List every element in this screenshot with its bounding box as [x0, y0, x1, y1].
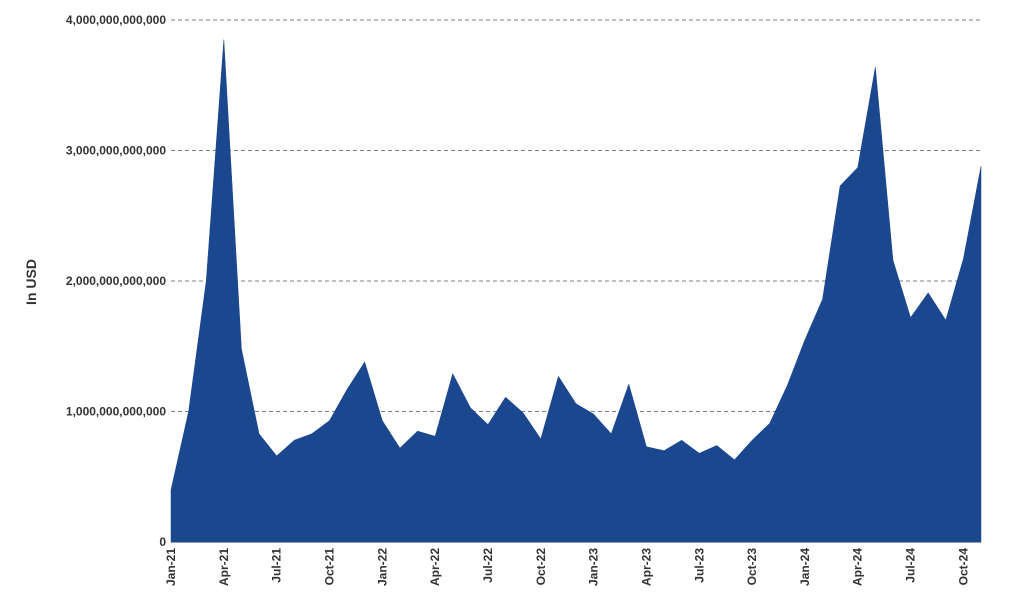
x-tick-label: Apr-23 [639, 548, 653, 586]
x-tick-label: Oct-22 [534, 548, 548, 586]
y-axis-label: In USD [23, 259, 39, 305]
y-tick-label: 2,000,000,000,000 [66, 274, 166, 288]
x-axis-ticks: Jan-21 Apr-21 Jul-21 Oct-21 Jan-22 Apr-22 Jul-… [164, 548, 970, 586]
y-tick-label: 0 [159, 535, 166, 549]
y-tick-label: 4,000,000,000,000 [66, 13, 166, 27]
x-tick-label: Apr-22 [428, 548, 442, 586]
x-tick-label: Apr-21 [217, 548, 231, 586]
y-axis-ticks: 0 1,000,000,000,000 2,000,000,000,000 3,000… [66, 13, 166, 549]
x-tick-label: Jan-23 [587, 548, 601, 586]
area-series [170, 39, 982, 543]
y-tick-label: 1,000,000,000,000 [66, 405, 166, 419]
x-tick-label: Jan-21 [164, 548, 178, 586]
x-tick-label: Oct-24 [956, 548, 970, 586]
y-tick-label: 3,000,000,000,000 [66, 144, 166, 158]
x-tick-label: Jan-24 [798, 548, 812, 586]
x-tick-label: Apr-24 [851, 548, 865, 586]
x-tick-label: Jul-24 [904, 548, 918, 583]
x-tick-label: Jul-21 [270, 548, 284, 583]
x-tick-label: Jul-22 [481, 548, 495, 583]
x-tick-label: Oct-21 [322, 548, 336, 586]
x-tick-label: Oct-23 [745, 548, 759, 586]
x-tick-label: Jul-23 [692, 548, 706, 583]
x-tick-label: Jan-22 [375, 548, 389, 586]
